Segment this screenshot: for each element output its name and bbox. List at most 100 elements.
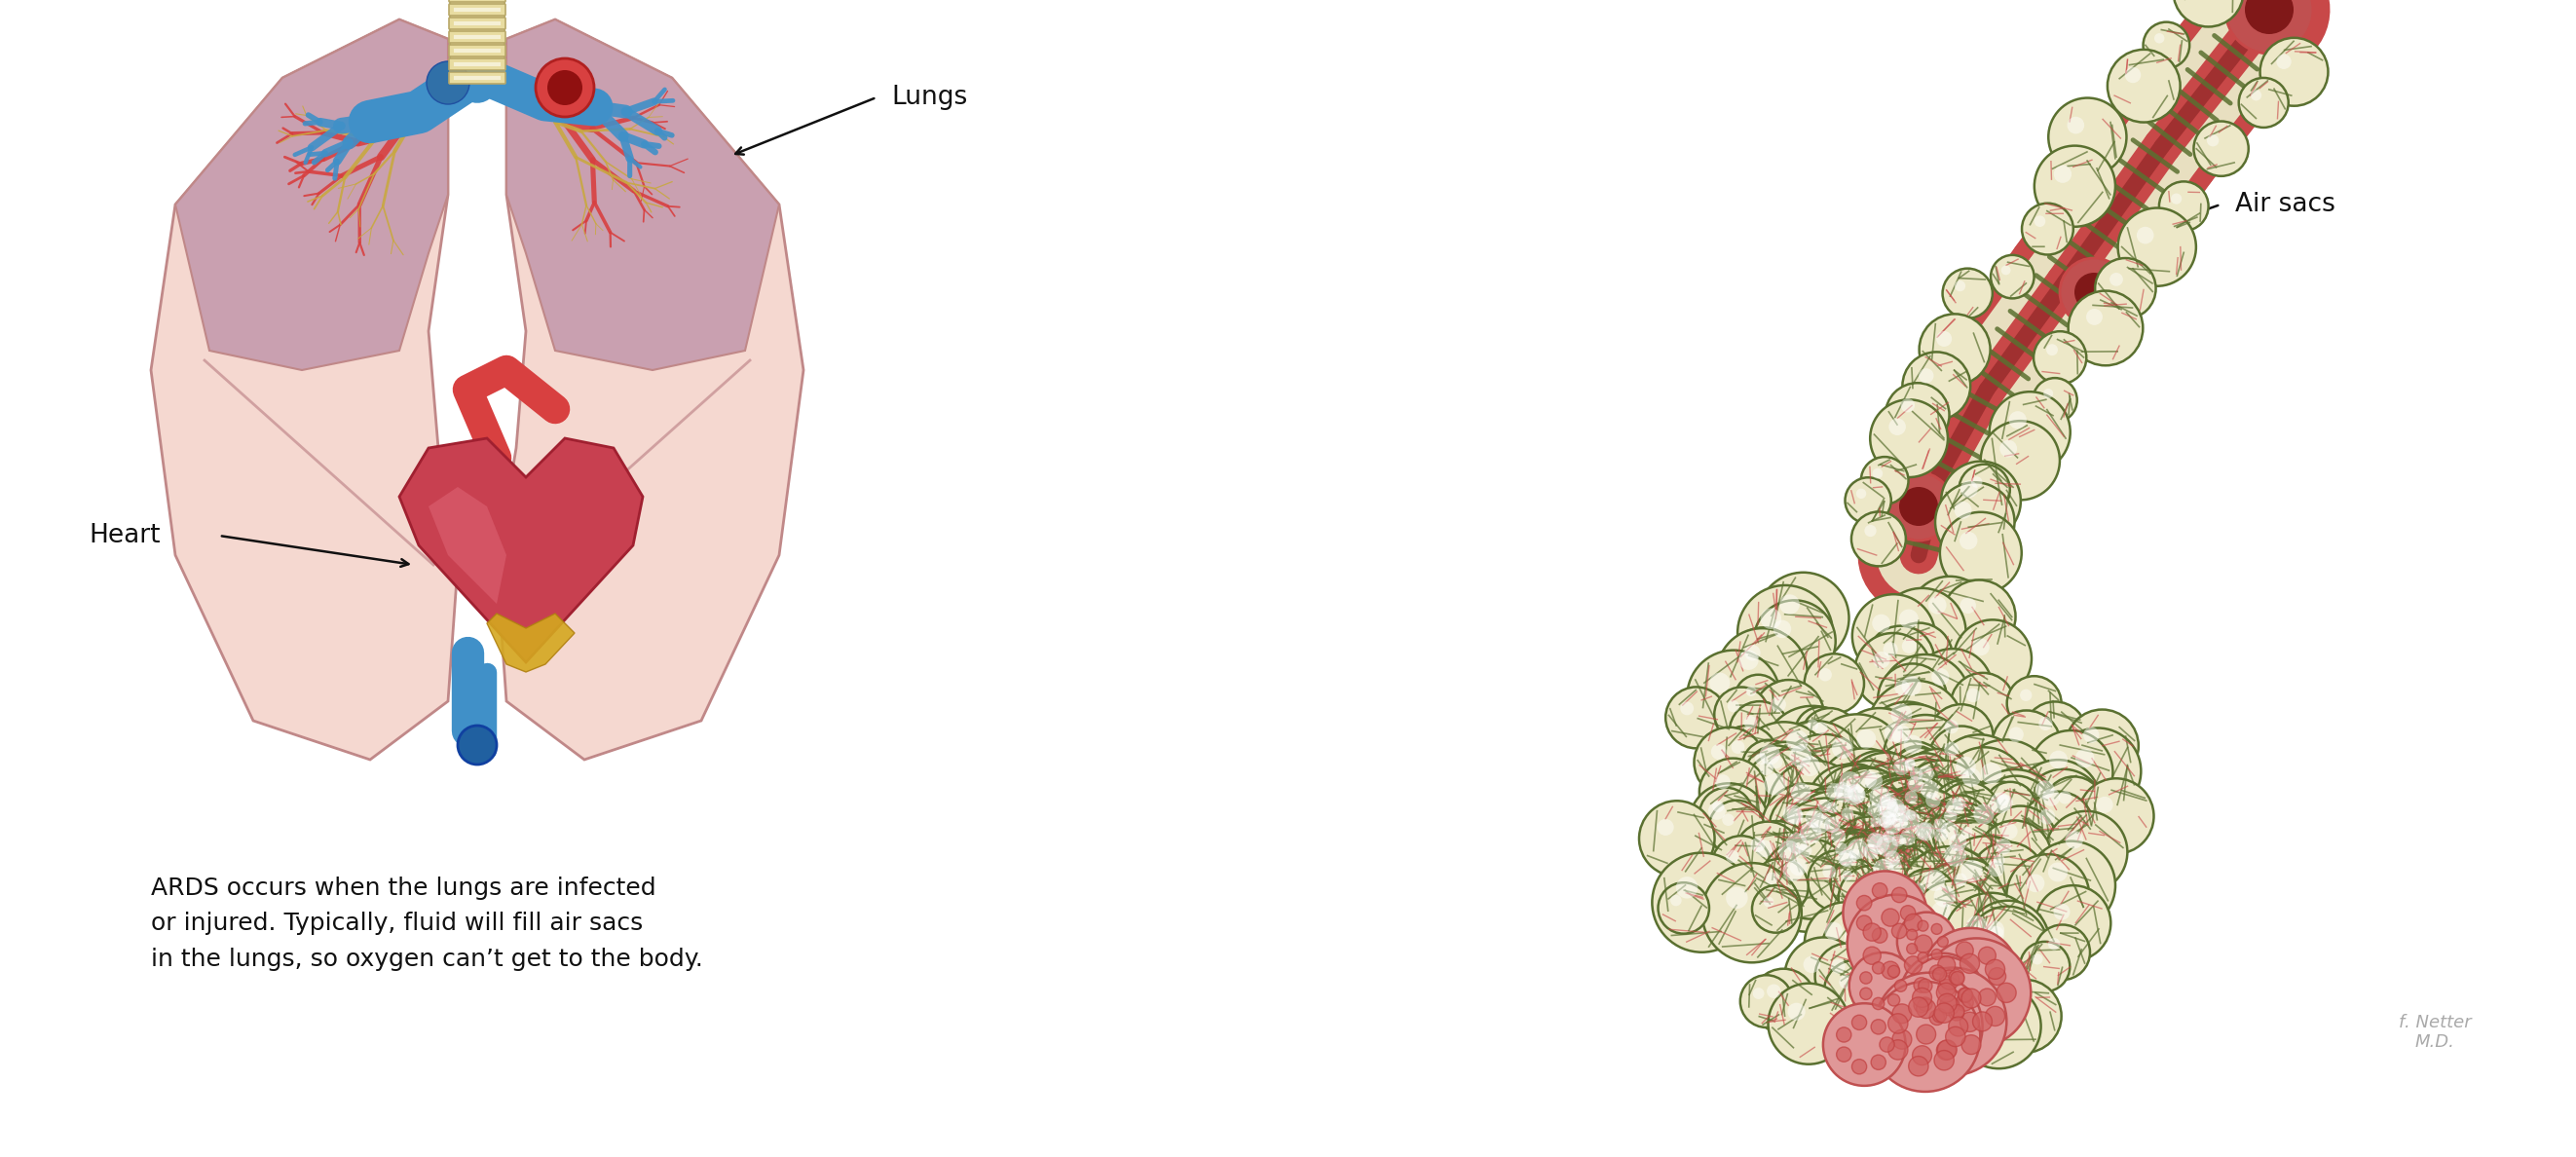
Circle shape bbox=[1734, 675, 1783, 722]
Circle shape bbox=[1909, 1056, 1929, 1076]
Circle shape bbox=[2097, 796, 2112, 813]
Circle shape bbox=[1860, 771, 1878, 788]
Circle shape bbox=[1708, 801, 1765, 856]
Circle shape bbox=[1896, 802, 1981, 887]
Circle shape bbox=[1899, 980, 1984, 1064]
Circle shape bbox=[1811, 813, 1832, 833]
Circle shape bbox=[1868, 796, 1932, 860]
Circle shape bbox=[1767, 983, 1850, 1064]
Circle shape bbox=[1870, 1019, 1886, 1034]
Circle shape bbox=[1875, 973, 1984, 1081]
Circle shape bbox=[1839, 849, 1857, 868]
Polygon shape bbox=[175, 20, 448, 370]
Circle shape bbox=[1935, 735, 2025, 826]
Circle shape bbox=[1875, 835, 1899, 856]
Circle shape bbox=[1865, 525, 1875, 537]
FancyBboxPatch shape bbox=[448, 0, 505, 2]
Circle shape bbox=[1904, 759, 1917, 769]
Circle shape bbox=[1868, 626, 1935, 693]
Circle shape bbox=[1819, 799, 1832, 812]
Circle shape bbox=[1955, 280, 1965, 292]
Circle shape bbox=[1950, 781, 2045, 875]
Circle shape bbox=[1723, 813, 1734, 826]
Circle shape bbox=[1857, 915, 1873, 930]
Circle shape bbox=[2032, 953, 2043, 965]
Circle shape bbox=[1989, 392, 2071, 472]
Circle shape bbox=[1896, 753, 1955, 812]
Circle shape bbox=[1906, 953, 1999, 1047]
Circle shape bbox=[1955, 942, 1973, 959]
Circle shape bbox=[1883, 815, 1904, 834]
Circle shape bbox=[1868, 803, 1883, 817]
Circle shape bbox=[1780, 595, 1801, 614]
Circle shape bbox=[1886, 723, 1904, 742]
Circle shape bbox=[1826, 783, 1842, 799]
Circle shape bbox=[1935, 482, 2014, 561]
Circle shape bbox=[1770, 756, 1783, 768]
Circle shape bbox=[1844, 783, 1865, 805]
Circle shape bbox=[1808, 714, 1906, 811]
Circle shape bbox=[1968, 906, 2048, 987]
Circle shape bbox=[1917, 1025, 1935, 1044]
Circle shape bbox=[1873, 997, 1883, 1010]
Circle shape bbox=[1896, 980, 1906, 992]
Circle shape bbox=[1752, 968, 1816, 1033]
Circle shape bbox=[1816, 812, 1880, 879]
Circle shape bbox=[1906, 810, 1917, 820]
Circle shape bbox=[1953, 620, 2032, 698]
FancyBboxPatch shape bbox=[448, 31, 505, 43]
Circle shape bbox=[1870, 981, 1981, 1092]
Circle shape bbox=[1790, 782, 1811, 803]
Circle shape bbox=[1669, 894, 1682, 906]
Circle shape bbox=[1958, 739, 2053, 837]
Circle shape bbox=[1762, 783, 1850, 872]
Circle shape bbox=[1911, 649, 1994, 729]
Circle shape bbox=[1865, 779, 1950, 863]
Circle shape bbox=[1873, 961, 1883, 974]
Circle shape bbox=[1937, 956, 1955, 973]
Circle shape bbox=[1873, 614, 1891, 633]
Circle shape bbox=[1911, 961, 1999, 1052]
Circle shape bbox=[2277, 54, 2290, 69]
Circle shape bbox=[1880, 961, 1899, 979]
Circle shape bbox=[1860, 988, 1873, 1000]
Circle shape bbox=[1963, 768, 1981, 787]
Circle shape bbox=[1857, 944, 1870, 957]
Circle shape bbox=[1883, 813, 1955, 884]
Circle shape bbox=[1790, 745, 1811, 767]
Circle shape bbox=[1726, 887, 1747, 908]
Circle shape bbox=[1965, 900, 2050, 985]
Circle shape bbox=[1744, 745, 1808, 810]
Circle shape bbox=[1891, 776, 1950, 835]
Circle shape bbox=[1932, 923, 1942, 935]
Text: Lungs: Lungs bbox=[891, 84, 969, 110]
Circle shape bbox=[1870, 399, 1947, 478]
Circle shape bbox=[1716, 725, 1777, 787]
Circle shape bbox=[1839, 865, 1904, 931]
FancyBboxPatch shape bbox=[448, 59, 505, 71]
Circle shape bbox=[1875, 998, 1891, 1015]
Circle shape bbox=[1806, 902, 1888, 985]
Circle shape bbox=[1878, 820, 1935, 878]
Circle shape bbox=[1821, 904, 1919, 1001]
Circle shape bbox=[1986, 1007, 2004, 1026]
Circle shape bbox=[2025, 701, 2087, 765]
Circle shape bbox=[1873, 651, 1891, 669]
Circle shape bbox=[1873, 928, 1888, 943]
Circle shape bbox=[2076, 749, 2094, 768]
Circle shape bbox=[1821, 828, 1878, 886]
Circle shape bbox=[1832, 768, 1906, 846]
Circle shape bbox=[1891, 887, 1906, 902]
Circle shape bbox=[1865, 802, 1922, 858]
Circle shape bbox=[2048, 938, 2061, 950]
Circle shape bbox=[1847, 827, 1917, 897]
Circle shape bbox=[1945, 798, 1963, 816]
Circle shape bbox=[1937, 979, 1955, 996]
Circle shape bbox=[2022, 769, 2105, 849]
Circle shape bbox=[1940, 513, 2022, 594]
Circle shape bbox=[1816, 749, 1911, 845]
Circle shape bbox=[1927, 977, 1947, 996]
Circle shape bbox=[1726, 850, 1739, 863]
Circle shape bbox=[1785, 730, 1808, 752]
Circle shape bbox=[2251, 90, 2262, 101]
